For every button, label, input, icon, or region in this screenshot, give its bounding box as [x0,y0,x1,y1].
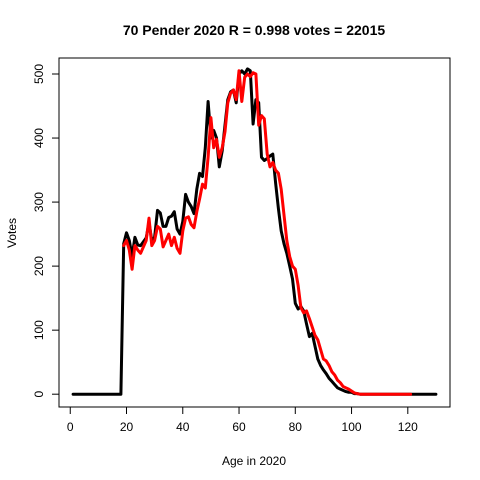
y-axis-label: Votes [5,218,19,248]
x-axis: 0 20 40 60 80 100 120 [67,406,418,434]
y-tick-label: 500 [32,64,46,84]
y-tick-label: 0 [32,391,46,398]
x-tick-label: 120 [398,420,418,434]
x-tick-label: 20 [120,420,134,434]
y-tick-label: 200 [32,256,46,276]
series-layer [71,67,438,396]
y-tick-label: 300 [32,192,46,212]
x-tick-label: 0 [67,420,74,434]
series-line-2 [122,69,413,396]
series-line-1 [71,67,438,396]
chart-title: 70 Pender 2020 R = 0.998 votes = 22015 [123,22,386,38]
y-tick-label: 100 [32,320,46,340]
y-tick-label: 400 [32,128,46,148]
x-tick-label: 40 [176,420,190,434]
x-tick-label: 80 [289,420,303,434]
y-axis: 0 100 200 300 400 500 [32,64,60,398]
x-tick-label: 60 [232,420,246,434]
x-axis-label: Age in 2020 [222,454,286,468]
x-tick-label: 100 [342,420,362,434]
